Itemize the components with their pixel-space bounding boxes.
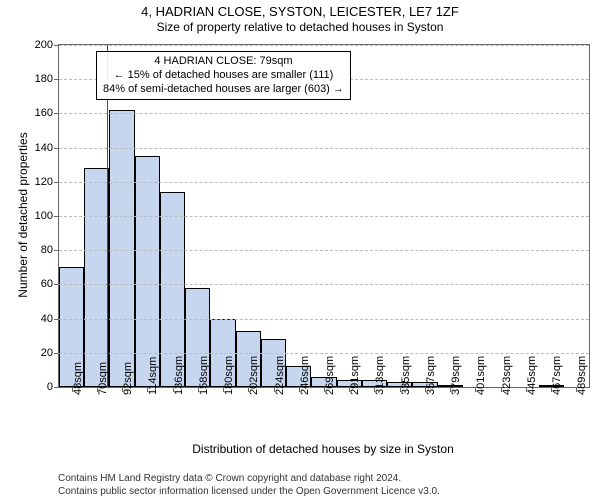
- x-tick-label: 313sqm: [370, 356, 386, 395]
- x-tick-label: 489sqm: [572, 356, 588, 395]
- x-tick-label: 291sqm: [345, 356, 361, 395]
- annotation-line: 4 HADRIAN CLOSE: 79sqm: [103, 55, 344, 69]
- x-tick-label: 357sqm: [421, 356, 437, 395]
- x-tick-label: 92sqm: [118, 362, 134, 395]
- grid-line: [59, 353, 589, 354]
- y-tick-label: 20: [41, 347, 59, 359]
- grid-line: [59, 284, 589, 285]
- footer-line: Contains public sector information licen…: [58, 485, 440, 498]
- grid-line: [59, 250, 589, 251]
- x-tick-label: 335sqm: [396, 356, 412, 395]
- x-axis-title: Distribution of detached houses by size …: [192, 442, 453, 456]
- grid-line: [59, 182, 589, 183]
- x-tick-label: 158sqm: [194, 356, 210, 395]
- x-tick-label: 136sqm: [169, 356, 185, 395]
- x-tick-label: 114sqm: [143, 357, 159, 395]
- attribution-footer: Contains HM Land Registry data © Crown c…: [58, 472, 440, 498]
- x-tick-label: 224sqm: [270, 356, 286, 395]
- chart-title-sub: Size of property relative to detached ho…: [0, 20, 600, 34]
- x-tick-label: 202sqm: [244, 356, 260, 395]
- y-axis-title: Number of detached properties: [16, 132, 30, 297]
- y-tick-label: 120: [35, 176, 59, 188]
- footer-line: Contains HM Land Registry data © Crown c…: [58, 472, 440, 485]
- histogram-bar: [109, 110, 134, 387]
- grid-line: [59, 113, 589, 114]
- plot-area: 4 HADRIAN CLOSE: 79sqm← 15% of detached …: [58, 44, 590, 388]
- grid-line: [59, 216, 589, 217]
- x-tick-label: 48sqm: [68, 362, 84, 395]
- y-tick-label: 100: [35, 210, 59, 222]
- y-tick-label: 0: [47, 381, 59, 393]
- x-tick-label: 423sqm: [497, 356, 513, 395]
- histogram-bar: [84, 168, 109, 387]
- y-tick-label: 160: [35, 107, 59, 119]
- x-tick-label: 379sqm: [446, 356, 462, 395]
- x-tick-label: 401sqm: [471, 356, 487, 395]
- y-tick-label: 80: [41, 244, 59, 256]
- annotation-box: 4 HADRIAN CLOSE: 79sqm← 15% of detached …: [96, 51, 351, 100]
- y-tick-label: 60: [41, 278, 59, 290]
- x-tick-label: 467sqm: [547, 356, 563, 395]
- y-tick-label: 200: [35, 39, 59, 51]
- y-tick-label: 140: [35, 142, 59, 154]
- chart-title-main: 4, HADRIAN CLOSE, SYSTON, LEICESTER, LE7…: [0, 0, 600, 20]
- x-tick-label: 246sqm: [295, 356, 311, 395]
- grid-line: [59, 319, 589, 320]
- y-tick-label: 180: [35, 73, 59, 85]
- grid-line: [59, 148, 589, 149]
- x-tick-label: 445sqm: [522, 356, 538, 395]
- annotation-line: 84% of semi-detached houses are larger (…: [103, 83, 344, 97]
- grid-line: [59, 45, 589, 46]
- y-tick-label: 40: [41, 313, 59, 325]
- x-tick-label: 70sqm: [93, 362, 109, 395]
- annotation-line: ← 15% of detached houses are smaller (11…: [103, 69, 344, 83]
- x-tick-label: 269sqm: [320, 356, 336, 395]
- x-tick-label: 180sqm: [219, 356, 235, 395]
